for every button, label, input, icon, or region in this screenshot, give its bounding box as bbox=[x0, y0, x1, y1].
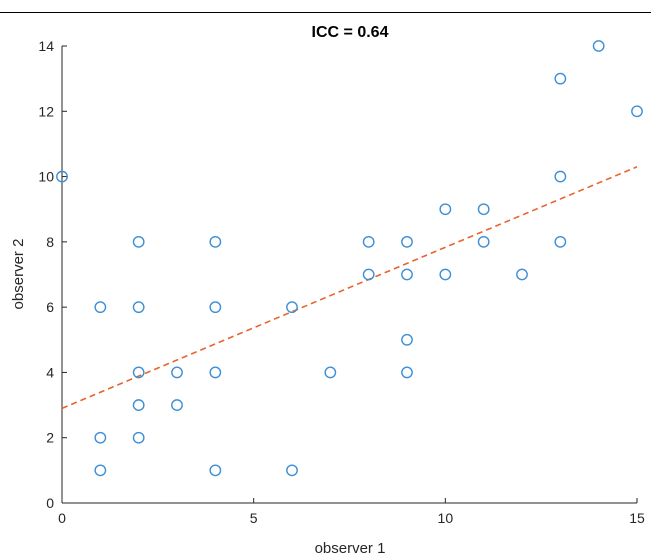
scatter-point bbox=[209, 235, 222, 248]
y-tick-label: 10 bbox=[38, 169, 54, 185]
x-tick-label: 0 bbox=[58, 510, 66, 526]
scatter-point bbox=[401, 235, 413, 248]
x-tick-label: 15 bbox=[629, 510, 645, 526]
scatter-point bbox=[439, 203, 452, 216]
scatter-point bbox=[94, 464, 107, 477]
scatter-point bbox=[171, 399, 183, 411]
scatter-point bbox=[631, 105, 643, 118]
scatter-point bbox=[324, 366, 337, 379]
scatter-point bbox=[94, 431, 107, 444]
axis-ticks: 0 5 10 15 0 2 4 6 8 10 12 14 bbox=[38, 38, 645, 526]
scatter-point bbox=[132, 399, 145, 411]
scatter-point bbox=[477, 203, 490, 216]
y-tick-label: 12 bbox=[38, 103, 54, 119]
y-tick-label: 8 bbox=[46, 234, 54, 250]
scatter-point bbox=[132, 301, 145, 314]
scatter-point bbox=[554, 235, 567, 248]
y-tick-label: 4 bbox=[46, 364, 54, 380]
y-tick-label: 14 bbox=[38, 38, 54, 54]
scatter-point bbox=[286, 301, 298, 314]
fit-line-group bbox=[61, 166, 638, 410]
scatter-point bbox=[209, 464, 222, 477]
scatter-point bbox=[439, 268, 452, 281]
scatter-point bbox=[132, 431, 145, 444]
scatter-point bbox=[401, 333, 413, 346]
scatter-point bbox=[554, 72, 567, 85]
plot-axes bbox=[61, 46, 637, 504]
y-tick-label: 0 bbox=[46, 495, 54, 511]
scatter-point bbox=[592, 40, 605, 52]
scatter-point bbox=[209, 301, 222, 314]
scatter-point bbox=[554, 170, 567, 183]
x-axis-label: observer 1 bbox=[315, 540, 386, 557]
scatter-point bbox=[132, 235, 145, 248]
y-tick-label: 2 bbox=[46, 430, 54, 446]
scatter-point bbox=[56, 170, 68, 183]
scatter-point bbox=[94, 301, 107, 314]
scatter-point bbox=[171, 366, 183, 379]
regression-fit-line bbox=[61, 166, 638, 410]
y-tick-label: 6 bbox=[46, 299, 54, 315]
y-axis-label: observer 2 bbox=[10, 239, 27, 310]
scatter-point bbox=[401, 366, 413, 379]
scatter-point bbox=[362, 268, 375, 281]
scatter-point bbox=[516, 268, 528, 281]
scatter-point bbox=[401, 268, 413, 281]
scatter-point bbox=[132, 366, 145, 379]
data-points bbox=[56, 40, 643, 477]
scatter-point bbox=[477, 235, 490, 248]
scatter-point bbox=[362, 235, 375, 248]
scatter-point bbox=[286, 464, 298, 477]
x-tick-label: 5 bbox=[250, 510, 258, 526]
scatter-point bbox=[209, 366, 222, 379]
x-tick-label: 10 bbox=[438, 510, 454, 526]
top-border-rule bbox=[0, 12, 651, 13]
chart-title: ICC = 0.64 bbox=[312, 24, 389, 41]
